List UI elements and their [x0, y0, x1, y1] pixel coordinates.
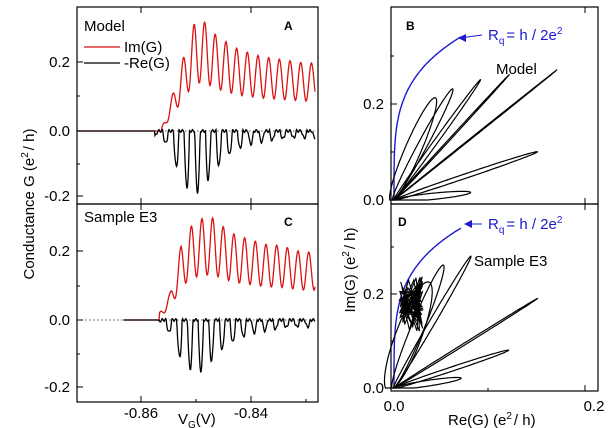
legend-im-label: Im(G)	[124, 39, 162, 56]
loop-b-3	[391, 88, 454, 201]
panel-label-a: A	[284, 19, 293, 33]
loop-d-2	[393, 376, 462, 389]
trace-c-im	[123, 216, 316, 321]
tick-left-y-neg-c: -0.2	[44, 379, 70, 396]
loop-d-5	[383, 281, 433, 389]
loop-b-6	[393, 190, 472, 201]
annotation-model-b: Model	[496, 61, 537, 78]
panel-label-d: D	[398, 215, 407, 229]
panel-c-curves	[123, 216, 316, 373]
reference-curve-b	[393, 36, 462, 200]
tick-left-x-1: -0.84	[234, 405, 268, 422]
tick-left-y-0-2-c: 0.2	[49, 243, 70, 260]
left-x-axis-label: VG(V)	[178, 411, 216, 428]
panel-c-frame	[76, 203, 319, 403]
annotation-sample-d: Sample E3	[474, 253, 547, 270]
panel-a-curves	[77, 20, 316, 194]
tick-right-y-0-0-b: 0.0	[363, 192, 384, 209]
tick-right-y-0-2-b: 0.2	[363, 96, 384, 113]
left-ticks	[77, 7, 307, 402]
panel-b-curves	[389, 36, 558, 201]
trace-a-re	[77, 127, 316, 194]
tick-right-y-0-0-d: 0.0	[363, 380, 384, 397]
annotation-sample-c: Sample E3	[84, 209, 157, 226]
tick-right-x-0: 0.0	[384, 398, 405, 415]
rq-annotation-b: Rq = h / 2e2	[458, 26, 563, 47]
right-x-axis-label: Re(G) (e2/ h)	[448, 411, 536, 428]
panel-label-b: B	[406, 19, 415, 33]
loop-b-5	[393, 151, 539, 201]
loop-d-0	[393, 297, 539, 389]
svg-text:Rq= h / 2e2: Rq = h / 2e2	[488, 26, 563, 47]
scribble-d	[398, 276, 425, 332]
tick-right-x-1: 0.2	[584, 398, 605, 415]
annotation-model-a: Model	[84, 18, 125, 35]
tick-left-x-0: -0.86	[124, 405, 158, 422]
legend-re-label: -Re(G)	[124, 55, 170, 72]
rq-annotation-d: Rq = h / 2e2	[464, 215, 563, 236]
tick-right-y-0-2-d: 0.2	[363, 286, 384, 303]
trace-a-im	[77, 20, 316, 132]
panel-a-frame	[76, 6, 319, 205]
svg-text:Rq= h / 2e2: Rq = h / 2e2	[488, 215, 563, 236]
panel-label-c: C	[284, 215, 293, 229]
tick-left-y-0-0-a: 0.0	[49, 123, 70, 140]
tick-left-y-0-2-a: 0.2	[49, 54, 70, 71]
panel-d-frame	[390, 203, 599, 392]
loop-d-4	[391, 264, 445, 389]
reference-curve-d	[393, 227, 462, 388]
left-y-axis-label: Conductance G (e2/ h)	[20, 129, 38, 280]
loop-d-3	[392, 255, 472, 389]
trace-c-re	[123, 316, 316, 373]
loop-b-4	[389, 97, 438, 201]
loop-b-1	[393, 74, 511, 201]
right-y-axis-label: Im(G) (e2/ h)	[341, 227, 359, 312]
right-ticks	[391, 7, 586, 391]
tick-left-y-0-0-c: 0.0	[49, 312, 70, 329]
tick-left-y-neg-a: -0.2	[44, 188, 70, 205]
panel-d-curves	[383, 227, 539, 389]
loop-b-0	[393, 68, 558, 201]
